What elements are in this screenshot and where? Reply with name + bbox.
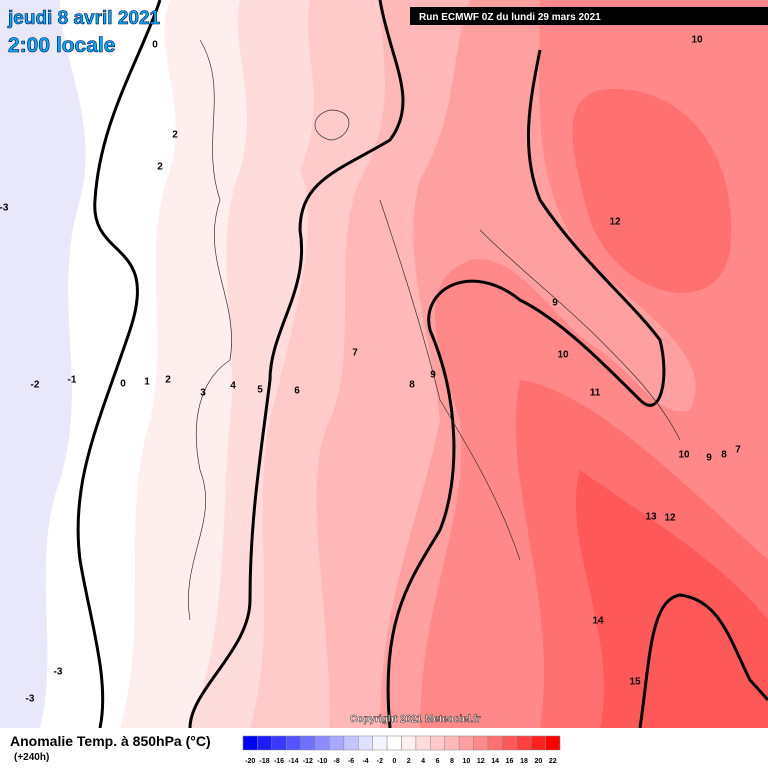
contour-label: 10 xyxy=(691,35,703,46)
scale-tick: -2 xyxy=(377,758,383,765)
contour-label: 1 xyxy=(144,377,150,388)
scale-tick: 4 xyxy=(421,758,425,765)
scale-swatch xyxy=(401,735,417,751)
contour-label: 7 xyxy=(735,445,741,456)
scale-tick: -12 xyxy=(303,758,313,765)
contour-label: 8 xyxy=(721,450,727,461)
scale-swatch xyxy=(329,735,345,751)
scale-swatch xyxy=(285,735,301,751)
contour-label: 6 xyxy=(294,386,300,397)
run-banner xyxy=(410,7,768,25)
scale-tick: -20 xyxy=(245,758,255,765)
scale-tick: 18 xyxy=(520,758,528,765)
scale-tick: -10 xyxy=(317,758,327,765)
scale-swatch xyxy=(358,735,373,751)
scale-tick: -14 xyxy=(288,758,298,765)
contour-label: 11 xyxy=(590,388,601,399)
scale-tick: 8 xyxy=(450,758,454,765)
scale-swatch xyxy=(458,735,474,751)
scale-swatch xyxy=(473,735,489,751)
legend-title: Anomalie Temp. à 850hPa (°C) xyxy=(10,733,211,749)
contour-label: 12 xyxy=(664,513,676,524)
scale-swatch xyxy=(502,735,518,751)
contour-label: 0 xyxy=(152,40,158,51)
contour-label: -3 xyxy=(0,203,9,214)
time-text: 2:00 locale xyxy=(8,34,115,57)
scale-tick: 6 xyxy=(436,758,440,765)
scale-swatch xyxy=(444,735,460,751)
scale-tick: 10 xyxy=(462,758,470,765)
contour-label: 9 xyxy=(706,453,712,464)
contour-label: 8 xyxy=(409,380,415,391)
scale-tick: -4 xyxy=(362,758,368,765)
scale-swatch xyxy=(415,735,431,751)
contour-label: 14 xyxy=(592,616,604,627)
contour-label: 2 xyxy=(172,130,178,141)
scale-tick: 12 xyxy=(477,758,485,765)
scale-tick: 14 xyxy=(491,758,499,765)
scale-swatch xyxy=(516,735,532,751)
scale-tick: -18 xyxy=(260,758,270,765)
contour-label: 9 xyxy=(430,370,436,381)
run-text: Run ECMWF 0Z du lundi 29 mars 2021 xyxy=(419,12,601,23)
contour-label: 13 xyxy=(645,512,657,523)
contour-label: -1 xyxy=(68,375,77,386)
scale-tick: 22 xyxy=(549,758,557,765)
contour-label: -3 xyxy=(54,667,63,678)
scale-tick: 0 xyxy=(392,758,396,765)
contour-label: 15 xyxy=(629,677,641,688)
contour-label: 2 xyxy=(165,375,171,386)
contour-label: 4 xyxy=(230,381,236,392)
scale-swatch xyxy=(271,735,287,751)
scale-swatch xyxy=(257,735,273,751)
scale-swatch xyxy=(372,735,388,751)
coastlines xyxy=(188,39,681,621)
contour-label: 10 xyxy=(678,450,690,461)
contour-label: -2 xyxy=(31,380,40,391)
contour-label: -3 xyxy=(26,694,35,705)
major-isolines xyxy=(76,0,768,729)
scale-swatch xyxy=(545,735,561,751)
scale-tick: 2 xyxy=(407,758,411,765)
scale-swatch xyxy=(343,735,359,751)
contour-label: 2 xyxy=(157,162,163,173)
scale-tick: -6 xyxy=(348,758,354,765)
contour-label: 3 xyxy=(200,388,206,399)
contour-label: 12 xyxy=(609,217,621,228)
scale-swatch xyxy=(430,735,445,751)
contour-label: 9 xyxy=(552,298,558,309)
scale-tick: 16 xyxy=(506,758,514,765)
color-scale: -20 -18 -16 -14 -12 -10 -8 -6 -4 -2 0 2 4 6 8 10 12 14 16 1… xyxy=(242,735,561,765)
scale-swatch xyxy=(300,735,316,751)
scale-swatch xyxy=(487,735,503,751)
contour-label: 0 xyxy=(120,379,126,390)
scale-tick: -16 xyxy=(274,758,284,765)
date-text: jeudi 8 avril 2021 xyxy=(7,8,161,29)
scale-swatch xyxy=(530,735,546,751)
copyright: Copyright 2021 Meteociel.fr xyxy=(350,714,481,725)
scale-tick: -8 xyxy=(334,758,340,765)
scale-swatch xyxy=(386,735,402,751)
lead-time: (+240h) xyxy=(14,752,49,763)
contour-label: 5 xyxy=(257,385,263,396)
scale-tick: 20 xyxy=(534,758,542,765)
contour-label: 10 xyxy=(557,350,569,361)
scale-swatch xyxy=(314,735,330,751)
contour-label: 7 xyxy=(352,348,358,359)
scale-swatch xyxy=(242,735,258,751)
